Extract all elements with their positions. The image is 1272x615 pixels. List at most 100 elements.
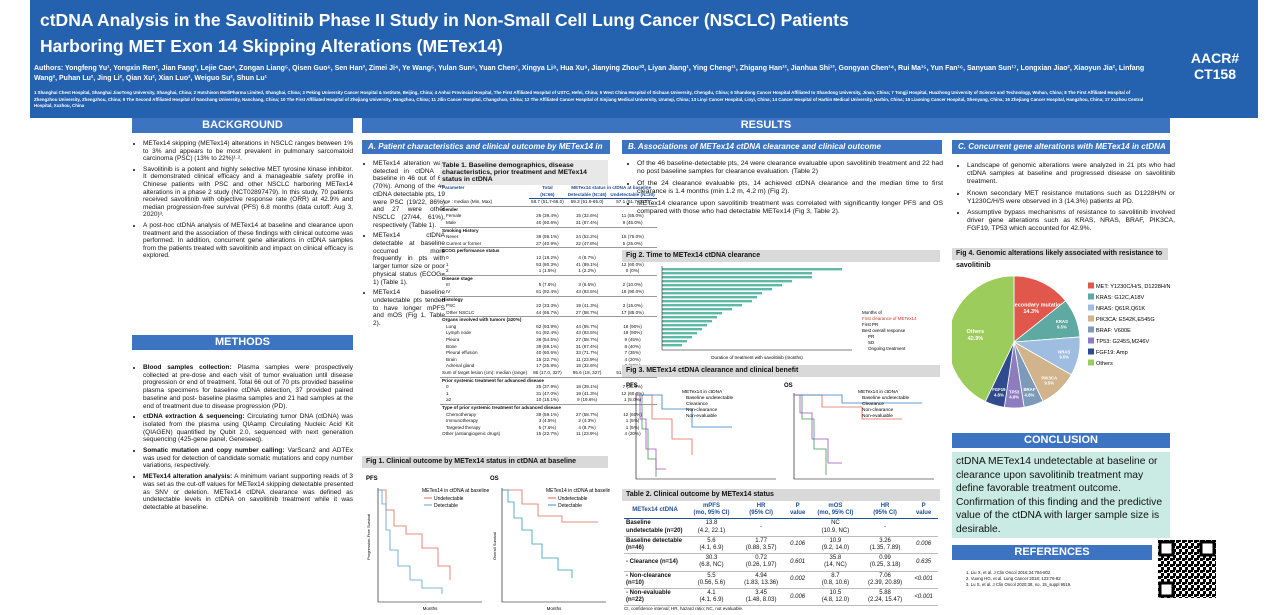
cell: 1 bbox=[446, 390, 449, 396]
row: Never 39 (59.1%) 24 (52.2%) 15 (75.0%) bbox=[440, 234, 657, 241]
cell: 12 (60.0%) bbox=[621, 390, 644, 396]
cell: 39 (59.1%) bbox=[536, 411, 559, 417]
cell: Targeted therapy bbox=[446, 424, 481, 430]
cell: 9 (19.6%) bbox=[577, 397, 598, 403]
cell: 17 (25.8%) bbox=[536, 363, 559, 369]
bullet: METex14 alteration analysis: A minimum v… bbox=[143, 473, 353, 512]
cell: 0.601 bbox=[785, 553, 810, 572]
slice-name: BRAF bbox=[1023, 387, 1035, 392]
cell: 9 (45.0%) bbox=[622, 219, 643, 225]
legend-label: Best overall response bbox=[862, 328, 906, 333]
cell: 1 (5%) bbox=[625, 418, 640, 424]
bullet: A post-hoc ctDNA analysis of METex14 at … bbox=[143, 222, 353, 260]
cell: 4 (8.7%) bbox=[578, 424, 596, 430]
legend-label: Clearance bbox=[862, 401, 884, 407]
cell: 58.7 (51.7-66.0) bbox=[531, 199, 564, 205]
row: Smoking History bbox=[440, 226, 657, 235]
cell: Pleural effusion bbox=[446, 350, 478, 356]
cell: 5 (7.6%) bbox=[538, 424, 557, 430]
axis-title: Duration of treatment with savolitinib (… bbox=[711, 355, 803, 360]
cell: 30.3 (6.8, NC) bbox=[686, 553, 737, 572]
legend-title: METex14 in ctDNA at baseline bbox=[546, 488, 610, 494]
cell: 61 (92.4%) bbox=[536, 330, 559, 336]
legend-label: PIK3CA: E542K,E545G bbox=[1096, 317, 1155, 323]
km-curve bbox=[636, 394, 666, 470]
slice-value: 4.8% bbox=[1025, 392, 1035, 397]
cell: Smoking History bbox=[440, 226, 657, 235]
label: OS bbox=[784, 383, 793, 389]
legend-label: SD bbox=[868, 340, 875, 345]
bullet: Blood samples collection: Plasma samples… bbox=[143, 364, 353, 410]
bullets: Blood samples collection: Plasma samples… bbox=[134, 364, 353, 515]
slice-label: Others 42.9% bbox=[967, 329, 985, 342]
badge-text: CT158 bbox=[1193, 66, 1237, 82]
cell: 31 (67.4%) bbox=[575, 219, 599, 225]
cell: Prior systemic treatment for advanced di… bbox=[440, 376, 657, 385]
cell: Chemotherapy bbox=[446, 411, 477, 417]
cell: 15 (75.0%) bbox=[621, 234, 644, 240]
swimmer-bars bbox=[662, 268, 842, 347]
legend-swatch bbox=[1088, 348, 1094, 355]
table-title: Table 1. Baseline demographics, disease … bbox=[440, 160, 608, 185]
cell: 0.002 bbox=[785, 571, 810, 590]
header: ctDNA Analysis in the Savolitinib Phase … bbox=[30, 0, 1258, 118]
cell: 15 (22.7%) bbox=[536, 431, 559, 437]
heading: BACKGROUND bbox=[132, 118, 353, 133]
row: - Non-evaluable (n=22) 4.1 (4.1, 6.9) 3.45… bbox=[624, 588, 938, 607]
cell: 5.6 (4.1, 6.9) bbox=[686, 536, 737, 555]
fig-3: PFS OS METex14 in ctDNA Baseline undetec… bbox=[626, 383, 934, 480]
cell: 1 (5%) bbox=[625, 424, 640, 430]
cell: 3 (6.5%) bbox=[578, 282, 596, 288]
legend: Months of First clearance of METex14 Fir… bbox=[862, 310, 917, 351]
row: Baseline undetectable (n=20) 13.8 (4.2, 2… bbox=[624, 518, 938, 537]
slice-label: TP53 4.8% bbox=[1009, 389, 1020, 399]
cell: 15 (22.7%) bbox=[536, 356, 559, 362]
badge: AACR# CT158 bbox=[1180, 50, 1250, 82]
cell: 2 (4.3%) bbox=[578, 418, 596, 424]
bullet: Assumptive bypass mechanisms of resistan… bbox=[967, 209, 1175, 234]
row: Bone 39 (59.1%) 31 (67.4%) 8 (40%) bbox=[440, 344, 657, 351]
slice-value: 9.5% bbox=[1057, 324, 1067, 329]
row: 1 31 (47.0%) 19 (41.3%) 12 (60.0%) bbox=[440, 391, 657, 398]
header-row: METex14 ctDNA mPFS (mo, 95% CI) HR (95% CI… bbox=[624, 502, 938, 520]
cell: 5 (7.6%) bbox=[538, 282, 557, 288]
axis-title: Overall Survival bbox=[492, 532, 497, 560]
row: Current or former 27 (40.9%) 22 (47.8%) 5 (… bbox=[440, 241, 657, 248]
legend-label: Ongoing treatment bbox=[868, 346, 906, 351]
cell: NC (10.9, NC) bbox=[809, 518, 861, 537]
row: Targeted therapy 5 (7.6%) 4 (8.7%) 1 (5%) bbox=[440, 425, 657, 432]
bullet-lead: ctDNA extraction & sequencing: bbox=[143, 413, 245, 421]
legend-swatch bbox=[1088, 304, 1094, 311]
label: OS bbox=[490, 476, 499, 482]
cell: - bbox=[736, 518, 786, 537]
header-row: Parameter Total METex14 status in ctDNA at… bbox=[440, 185, 657, 192]
axis-title: Months bbox=[423, 606, 439, 611]
cell: Immunotherapy bbox=[446, 418, 478, 424]
row: Other NSCLC 44 (66.7%) 27 (58.7%) 17 (85.0%… bbox=[440, 310, 657, 317]
cell: Age : median (Min, Max) bbox=[442, 198, 493, 204]
heading: CONCLUSION bbox=[952, 433, 1170, 448]
cell: Pleura bbox=[446, 337, 460, 343]
table-note: CI, confidence interval; HR, hazard rati… bbox=[624, 606, 744, 611]
slice-label: NRAS 9.5% bbox=[1058, 349, 1070, 359]
row: Female 26 (39.4%) 15 (32.6%) 11 (55.0%) bbox=[440, 213, 657, 220]
row: ≥2 10 (15.1%) 9 (19.6%) 1 (5.0%) bbox=[440, 397, 657, 404]
cell: Lymph node bbox=[446, 330, 472, 336]
bullets: Landscape of genomic alterations were an… bbox=[958, 162, 1175, 237]
axis-title: Months bbox=[547, 606, 563, 611]
cell: 36 (54.5%) bbox=[536, 337, 559, 343]
cell: 12 (60.0%) bbox=[621, 261, 644, 267]
row: 0 25 (37.9%) 18 (39.1%) 7 (35.0%) bbox=[440, 384, 657, 391]
legend-label: First PR bbox=[862, 322, 879, 327]
cell: 59.3 (51.9-65.0) bbox=[570, 199, 604, 205]
row: Immunotherapy 3 (4.5%) 2 (4.3%) 1 (5%) bbox=[440, 418, 657, 425]
cell: 40 (60.6%) bbox=[536, 350, 559, 356]
bullets: METex14 alteration was detected in ctDNA… bbox=[364, 160, 445, 331]
legend-swatch bbox=[1088, 337, 1094, 344]
cell: 2 bbox=[446, 268, 449, 274]
cell: 10.9 (9.2, 14.0) bbox=[809, 536, 861, 555]
row: Organs involved with tumors (≥20%) bbox=[440, 316, 657, 324]
cell: Gender bbox=[440, 205, 657, 214]
legend-label: First clearance of METex14 bbox=[862, 316, 917, 321]
